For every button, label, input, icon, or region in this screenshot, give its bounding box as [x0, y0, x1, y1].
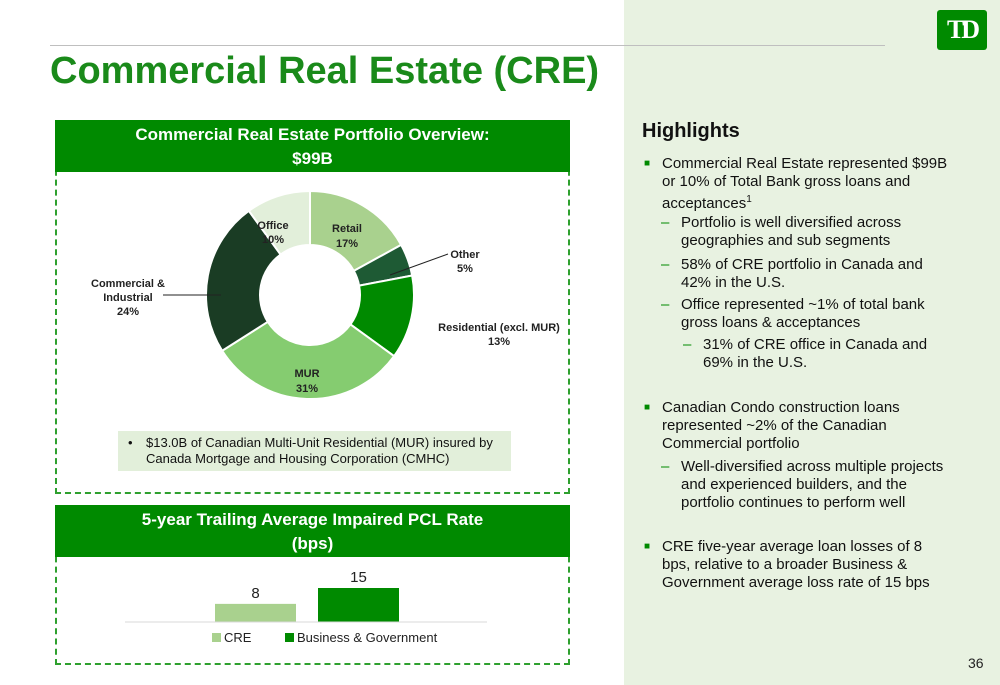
note-bullet: • [128, 435, 133, 450]
highlights-title: Highlights [642, 120, 740, 142]
td-logo: TD [937, 10, 987, 50]
pcl-chart-title: 5-year Trailing Average Impaired PCL Rat… [141, 510, 484, 529]
bar-cre [215, 603, 296, 622]
slice-label-retail: Retail [332, 223, 362, 235]
cmhc-note: • $13.0B of Canadian Multi-Unit Resident… [118, 431, 511, 471]
slice-value-residential: 13% [488, 336, 510, 348]
bar-business-government [318, 588, 399, 622]
donut-slice-mur [220, 320, 396, 400]
slice-label-other: Other [450, 249, 480, 261]
slice-label-office: Office [257, 220, 288, 232]
legend-swatch-cre [212, 633, 221, 642]
slice-label-mur: MUR [294, 368, 319, 380]
highlight-sub-condo-diversified: – Well-diversified across multiple proje… [661, 458, 991, 512]
top-divider [50, 45, 885, 46]
donut-slices [205, 189, 415, 400]
leader-lines [163, 253, 449, 296]
highlight-line: CRE five-year average loan losses of 8 [662, 538, 923, 555]
highlight-line: 58% of CRE portfolio in Canada and [681, 256, 923, 273]
dash-icon: – [683, 336, 692, 353]
highlight-line: gross loans & acceptances [681, 314, 861, 331]
page-title: Commercial Real Estate (CRE) [50, 50, 600, 92]
dash-icon: – [661, 296, 670, 313]
donut-slice-office [247, 189, 311, 256]
highlight-line: 42% in the U.S. [681, 274, 786, 291]
dash-icon: – [661, 458, 670, 475]
highlight-line: Government average loss rate of 15 bps [662, 574, 930, 591]
bar-group: 8 15 [215, 569, 399, 622]
dash-icon: – [661, 214, 670, 231]
highlight-line: and experienced builders, and the [681, 476, 907, 493]
highlight-line: Portfolio is well diversified across [681, 214, 902, 231]
pcl-bar-chart: 8 15 CRE Business & Government [125, 569, 487, 645]
highlight-sub-geography-split: – 58% of CRE portfolio in Canada and 42%… [661, 256, 981, 292]
highlight-line: Commercial Real Estate represented $99B [662, 155, 948, 172]
highlight-line: Well-diversified across multiple project… [681, 458, 944, 475]
highlight-line: represented ~2% of the Canadian [662, 417, 887, 434]
highlight-line: Canadian Condo construction loans [662, 399, 900, 416]
slice-label-residential: Residential (excl. MUR) [438, 322, 560, 334]
dash-icon: – [661, 256, 670, 273]
leader-line-other [389, 253, 449, 276]
slice-value-mur: 31% [296, 383, 318, 395]
highlight-line: or 10% of Total Bank gross loans and [662, 173, 911, 190]
bullet-square-icon: ■ [644, 402, 651, 413]
highlight-line: 69% in the U.S. [703, 354, 808, 371]
pcl-chart-header: 5-year Trailing Average Impaired PCL Rat… [55, 505, 570, 557]
legend-label-business-government: Business & Government [297, 630, 438, 645]
highlight-line: Office represented ~1% of total bank [681, 296, 925, 313]
portfolio-chart-header: Commercial Real Estate Portfolio Overvie… [55, 120, 570, 172]
highlight-line: portfolio continues to perform well [681, 494, 906, 511]
highlight-line: geographies and sub segments [681, 232, 891, 249]
slice-value-other: 5% [457, 263, 473, 275]
highlight-subsub-office-geography: – 31% of CRE office in Canada and 69% in… [683, 336, 983, 372]
pcl-chart-unit: (bps) [291, 534, 334, 553]
highlight-bullet-loan-losses: ■ CRE five-year average loan losses of 8… [644, 538, 992, 592]
bullet-square-icon: ■ [644, 541, 651, 552]
bar-value-label-cre: 8 [251, 585, 259, 602]
portfolio-chart-title: Commercial Real Estate Portfolio Overvie… [135, 125, 490, 144]
slice-label-commercial-industrial-line2: Industrial [103, 292, 153, 304]
highlight-line: 31% of CRE office in Canada and [703, 336, 928, 353]
slice-value-office: 10% [262, 234, 284, 246]
portfolio-chart-title-amount: $99B [292, 149, 333, 168]
bullet-square-icon: ■ [644, 158, 651, 169]
page-number: 36 [968, 655, 984, 671]
highlight-bullet-cre-share: ■ Commercial Real Estate represented $99… [644, 155, 992, 213]
slice-value-retail: 17% [336, 238, 358, 250]
highlight-sub-office-share: – Office represented ~1% of total bank g… [661, 296, 981, 332]
highlights-panel-background [624, 0, 1000, 685]
highlight-bullet-condo: ■ Canadian Condo construction loans repr… [644, 399, 992, 453]
bar-value-label-business-government: 15 [350, 569, 367, 586]
legend-swatch-business-government [285, 633, 294, 642]
footnote-marker: 1 [746, 194, 752, 205]
slice-value-commercial-industrial: 24% [117, 306, 139, 318]
highlight-line: bps, relative to a broader Business & [662, 556, 908, 573]
cmhc-note-text: $13.0B of Canadian Multi-Unit Residentia… [146, 435, 493, 466]
highlight-line: acceptances [662, 195, 747, 212]
portfolio-donut-chart: Retail 17% Other 5% Residential (excl. M… [91, 189, 560, 400]
slice-label-commercial-industrial: Commercial & [91, 278, 165, 290]
highlight-line: Commercial portfolio [662, 435, 800, 452]
donut-slice-commercial [205, 209, 283, 353]
highlight-sub-diversified: – Portfolio is well diversified across g… [661, 214, 981, 250]
legend-label-cre: CRE [224, 630, 252, 645]
